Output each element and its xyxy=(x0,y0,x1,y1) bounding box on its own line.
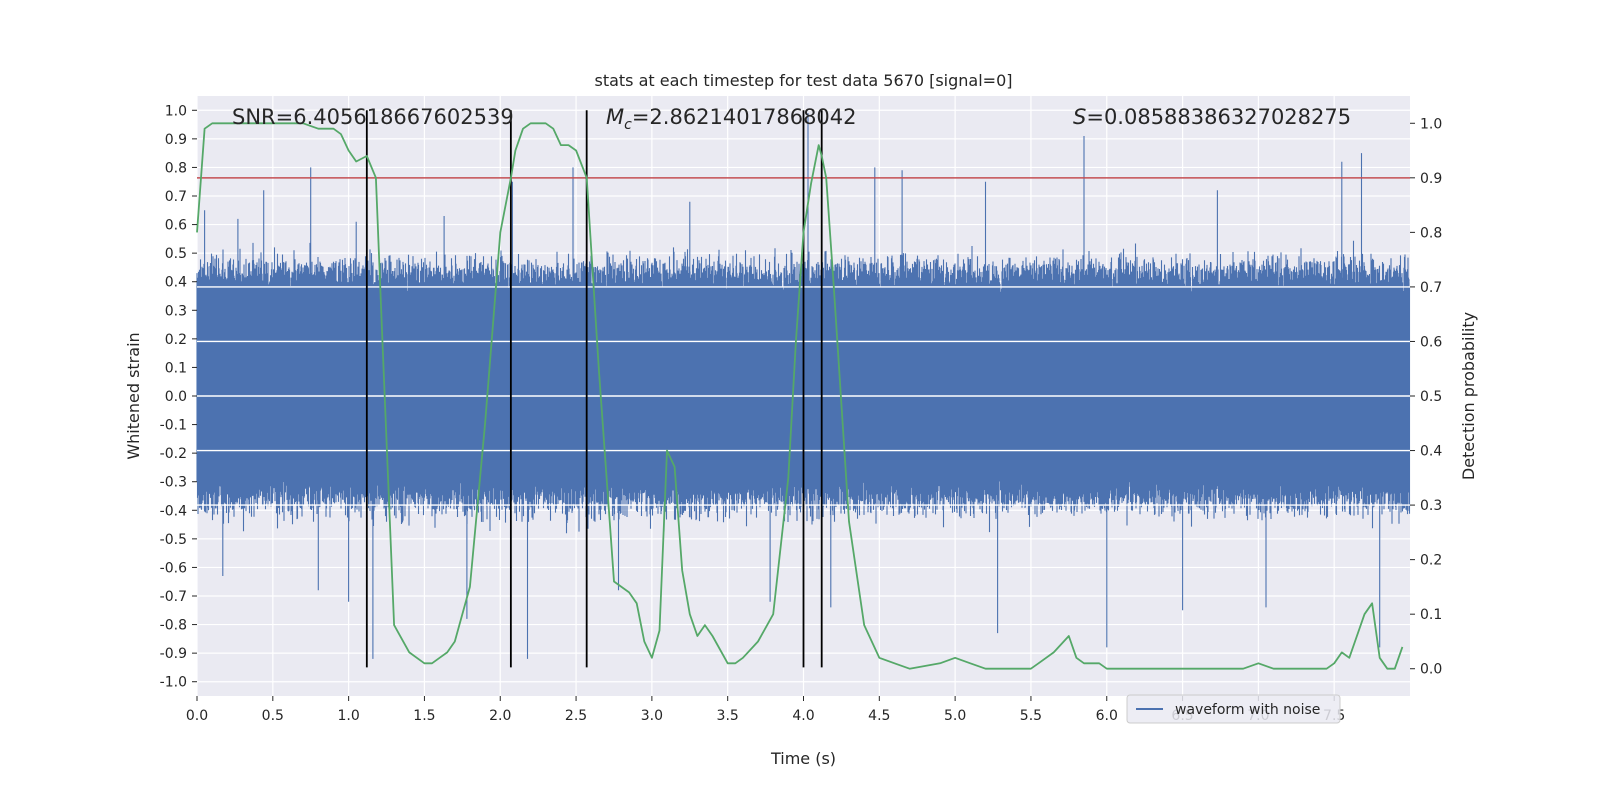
y-tick-label: 0.7 xyxy=(165,189,187,205)
mc-subscript: c xyxy=(624,117,632,133)
x-tick-label: 2.0 xyxy=(489,708,511,724)
x-tick-label: 0.0 xyxy=(186,708,208,724)
x-tick-label: 6.0 xyxy=(1096,708,1118,724)
y-tick-label: -0.6 xyxy=(160,560,187,576)
y-tick-label: -0.2 xyxy=(160,446,187,462)
y-axis-label: Whitened strain xyxy=(124,332,143,459)
y-tick-label: -0.1 xyxy=(160,418,187,434)
x-tick-label: 2.5 xyxy=(565,708,587,724)
y-tick-label: -1.0 xyxy=(160,675,187,691)
y2-tick-label: 0.5 xyxy=(1420,389,1442,405)
s-statistic-annotation: S=0.08588386327028275 xyxy=(1073,105,1351,129)
y2-tick-label: 0.4 xyxy=(1420,444,1442,460)
x-axis-label: Time (s) xyxy=(770,749,836,768)
overlay-layer xyxy=(196,110,1410,670)
s-symbol: S xyxy=(1073,105,1086,129)
y2-tick-label: 0.3 xyxy=(1420,498,1442,514)
y2-tick-label: 0.6 xyxy=(1420,334,1442,350)
y-tick-label: 0.1 xyxy=(165,360,187,376)
chart-title: stats at each timestep for test data 567… xyxy=(594,71,1012,90)
y-tick-label: -0.3 xyxy=(160,475,187,491)
legend: waveform with noise xyxy=(1126,694,1341,724)
x-tick-label: 4.0 xyxy=(792,708,814,724)
detection-probability-line xyxy=(196,122,1404,670)
y2-tick-label: 0.7 xyxy=(1420,280,1442,296)
y2-tick-label: 1.0 xyxy=(1420,116,1442,132)
x-tick-label: 4.5 xyxy=(868,708,890,724)
y-tick-label: -0.5 xyxy=(160,532,187,548)
x-tick-label: 3.0 xyxy=(641,708,663,724)
y-tick-label: 0.2 xyxy=(165,332,187,348)
legend-box xyxy=(1126,694,1341,724)
y2-tick-label: 0.9 xyxy=(1420,171,1442,187)
y2-tick-label: 0.0 xyxy=(1420,662,1442,678)
y2-axis-label: Detection probability xyxy=(1459,312,1478,480)
x-tick-label: 3.5 xyxy=(717,708,739,724)
y-tick-label: 0.0 xyxy=(165,389,187,405)
snr-annotation: SNR=6.405618667602539 xyxy=(232,105,514,129)
y-tick-label: -0.9 xyxy=(160,646,187,662)
y-tick-label: 1.0 xyxy=(165,103,187,119)
x-tick-label: 1.0 xyxy=(337,708,359,724)
y-tick-label: 0.6 xyxy=(165,218,187,234)
x-tick-label: 0.5 xyxy=(262,708,284,724)
y-tick-label: 0.3 xyxy=(165,303,187,319)
chirp-mass-annotation: Mc=2.86214017868042 xyxy=(606,105,857,133)
y-tick-label: -0.8 xyxy=(160,618,187,634)
x-tick-label: 5.0 xyxy=(944,708,966,724)
y-tick-label: 0.9 xyxy=(165,132,187,148)
y2-tick-label: 0.1 xyxy=(1420,607,1442,623)
x-tick-label: 1.5 xyxy=(413,708,435,724)
y-tick-label: -0.7 xyxy=(160,589,187,605)
y2-tick-label: 0.8 xyxy=(1420,225,1442,241)
mc-value: =2.86214017868042 xyxy=(632,105,857,129)
x-tick-label: 5.5 xyxy=(1020,708,1042,724)
y-tick-label: 0.8 xyxy=(165,160,187,176)
y-tick-label: -0.4 xyxy=(160,503,187,519)
y2-tick-label: 0.2 xyxy=(1420,553,1442,569)
legend-label-waveform: waveform with noise xyxy=(1175,702,1320,718)
y-tick-label: 0.4 xyxy=(165,275,187,291)
s-value: =0.08588386327028275 xyxy=(1086,105,1351,129)
mc-symbol: M xyxy=(606,105,624,129)
y-tick-label: 0.5 xyxy=(165,246,187,262)
